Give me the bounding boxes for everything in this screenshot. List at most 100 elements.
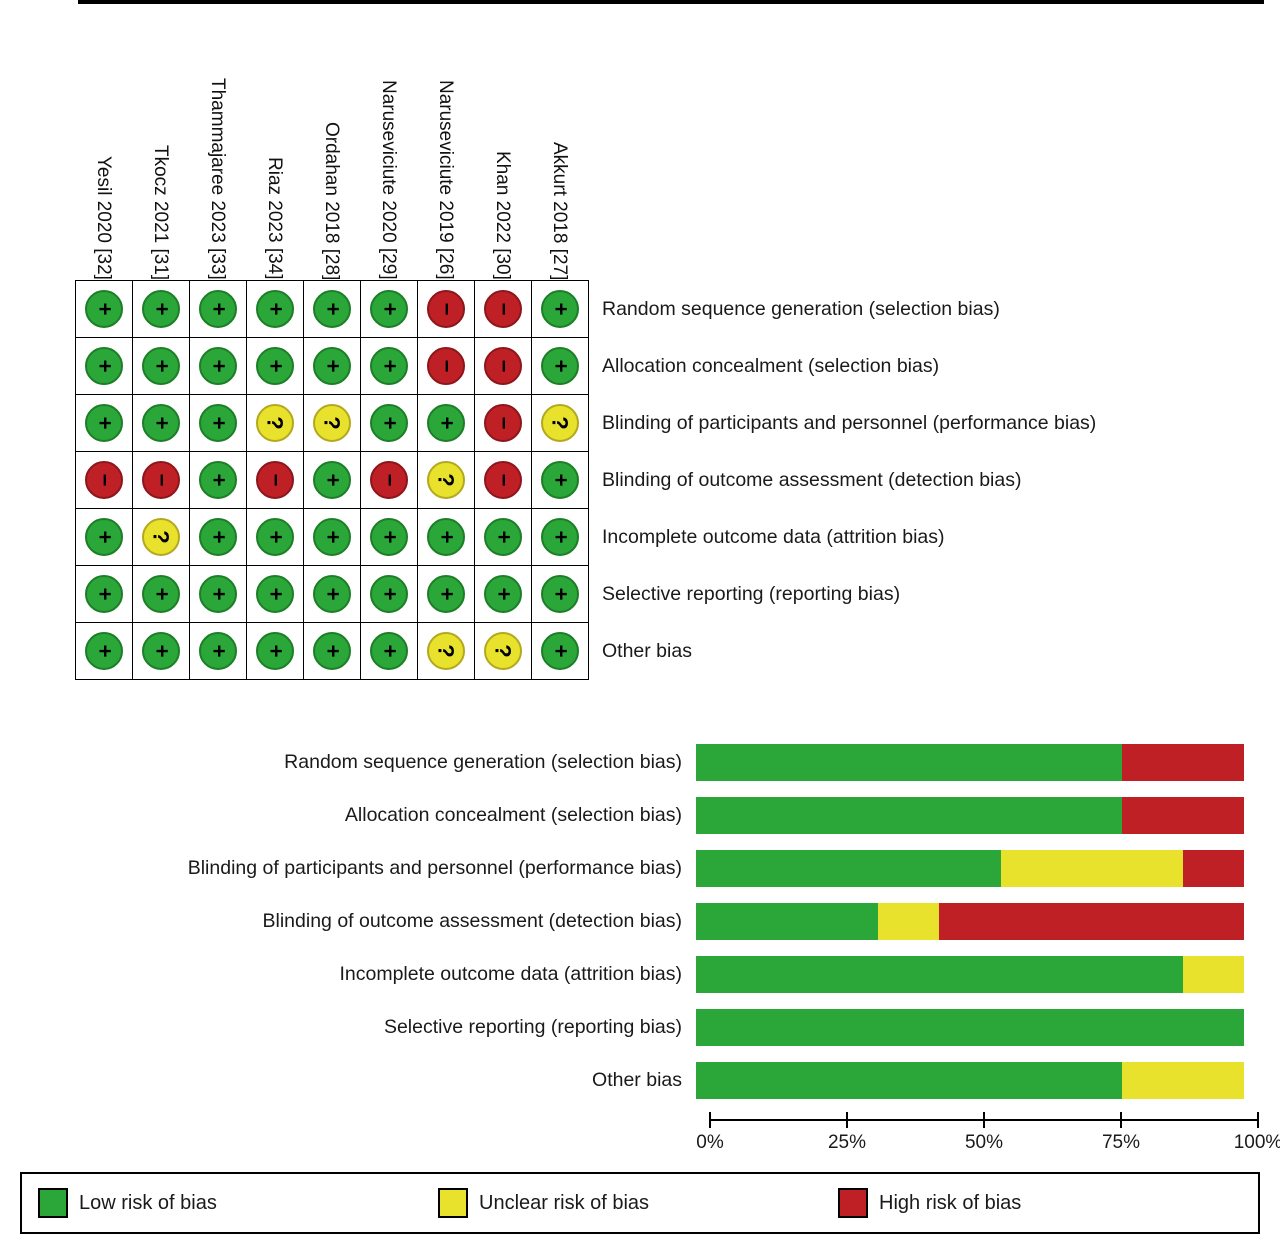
study-header: Tkocz 2021 [31]	[132, 145, 189, 280]
judgement-symbol: +	[433, 587, 459, 601]
bar-row: Blinding of outcome assessment (detectio…	[0, 895, 1258, 948]
stacked-bar	[696, 744, 1244, 781]
judgement-symbol: ?	[262, 416, 288, 430]
bar-row: Selective reporting (reporting bias)	[0, 1001, 1258, 1054]
judgement-cell: +	[475, 509, 531, 565]
unclear-segment	[1122, 1062, 1244, 1099]
low-risk-dot: +	[484, 518, 522, 556]
judgement-symbol: +	[490, 530, 516, 544]
low-risk-dot: +	[199, 347, 237, 385]
axis-tick-label: 75%	[1101, 1132, 1141, 1153]
judgement-cell: +	[133, 566, 189, 622]
judgement-symbol: +	[205, 473, 231, 487]
judgement-cell: +	[532, 281, 588, 337]
judgement-cell: +	[532, 566, 588, 622]
low-risk-dot: +	[313, 518, 351, 556]
judgement-symbol: +	[205, 416, 231, 430]
judgement-symbol: +	[262, 302, 288, 316]
low-risk-dot: +	[199, 575, 237, 613]
unclear-segment	[1183, 956, 1244, 993]
low-segment	[696, 797, 1123, 834]
judgement-symbol: +	[205, 587, 231, 601]
study-header-label: Yesil 2020 [32]	[93, 156, 114, 280]
top-border-line	[78, 0, 1264, 4]
stacked-bar	[696, 1062, 1244, 1099]
legend: Low risk of bias Unclear risk of bias High…	[20, 1172, 1260, 1234]
judgement-symbol: +	[262, 530, 288, 544]
judgement-cell: −	[76, 452, 132, 508]
low-risk-dot: +	[85, 347, 123, 385]
low-segment	[696, 956, 1184, 993]
low-risk-dot: +	[313, 575, 351, 613]
judgement-symbol: −	[376, 473, 402, 487]
judgement-symbol: +	[319, 644, 345, 658]
judgement-symbol: ?	[433, 473, 459, 487]
summary-grid: + + + + + + − − + + + + + + + − − + + + +?? + + −? − − + − + −? − + +? + +…	[75, 280, 589, 680]
low-risk-dot: +	[313, 632, 351, 670]
risk-of-bias-summary: Yesil 2020 [32] Tkocz 2021 [31] Thammajare…	[75, 12, 589, 680]
low-risk-dot: +	[427, 404, 465, 442]
judgement-cell: ?	[418, 452, 474, 508]
judgement-cell: +	[76, 338, 132, 394]
judgement-symbol: +	[262, 587, 288, 601]
study-header: Naruseviciute 2020 [29]	[360, 80, 417, 280]
judgement-symbol: +	[376, 416, 402, 430]
judgement-symbol: +	[319, 359, 345, 373]
bar-category-label: Allocation concealment (selection bias)	[344, 804, 682, 826]
low-segment	[696, 744, 1123, 781]
low-risk-dot: +	[313, 290, 351, 328]
judgement-symbol: +	[205, 302, 231, 316]
judgement-symbol: +	[91, 587, 117, 601]
judgement-cell: +	[304, 452, 360, 508]
judgement-cell: +	[76, 566, 132, 622]
judgement-cell: +	[361, 623, 417, 679]
judgement-cell: +	[532, 452, 588, 508]
judgement-cell: +	[133, 623, 189, 679]
judgement-symbol: +	[91, 359, 117, 373]
judgement-cell: +	[304, 566, 360, 622]
unclear-risk-dot: ?	[256, 404, 294, 442]
low-risk-dot: +	[427, 575, 465, 613]
judgement-symbol: +	[376, 587, 402, 601]
judgement-cell: −	[475, 395, 531, 451]
axis-tick-label: 50%	[964, 1132, 1004, 1153]
judgement-symbol: +	[205, 644, 231, 658]
judgement-symbol: +	[547, 473, 573, 487]
judgement-symbol: +	[319, 302, 345, 316]
low-risk-dot: +	[199, 461, 237, 499]
judgement-cell: +	[133, 395, 189, 451]
judgement-symbol: +	[205, 530, 231, 544]
low-risk-dot: +	[484, 575, 522, 613]
bar-row: Blinding of participants and personnel (…	[0, 842, 1258, 895]
legend-item-unclear: Unclear risk of bias	[438, 1188, 649, 1218]
low-swatch	[38, 1188, 68, 1218]
domain-label: Random sequence generation (selection bi…	[602, 298, 1000, 320]
bar-row: Incomplete outcome data (attrition bias)	[0, 948, 1258, 1001]
low-risk-dot: +	[370, 632, 408, 670]
judgement-cell: +	[190, 623, 246, 679]
judgement-cell: +	[532, 338, 588, 394]
judgement-symbol: +	[148, 644, 174, 658]
low-risk-dot: +	[541, 461, 579, 499]
judgement-cell: +	[418, 395, 474, 451]
judgement-symbol: +	[547, 587, 573, 601]
judgement-symbol: ?	[547, 416, 573, 430]
judgement-symbol: +	[148, 416, 174, 430]
domain-labels: Random sequence generation (selection bi…	[602, 281, 1096, 680]
high-risk-dot: −	[370, 461, 408, 499]
judgement-symbol: −	[433, 359, 459, 373]
judgement-cell: +	[361, 509, 417, 565]
domain-label: Other bias	[602, 640, 692, 662]
legend-item-high: High risk of bias	[838, 1188, 1021, 1218]
legend-item-low: Low risk of bias	[38, 1188, 217, 1218]
judgement-symbol: +	[319, 587, 345, 601]
judgement-symbol: +	[262, 359, 288, 373]
judgement-symbol: −	[91, 473, 117, 487]
study-header-label: Thammajaree 2023 [33]	[207, 78, 228, 280]
judgement-symbol: +	[91, 530, 117, 544]
bar-row: Allocation concealment (selection bias)	[0, 789, 1258, 842]
judgement-cell: −	[418, 281, 474, 337]
judgement-symbol: +	[91, 644, 117, 658]
low-risk-dot: +	[199, 518, 237, 556]
high-risk-dot: −	[484, 404, 522, 442]
